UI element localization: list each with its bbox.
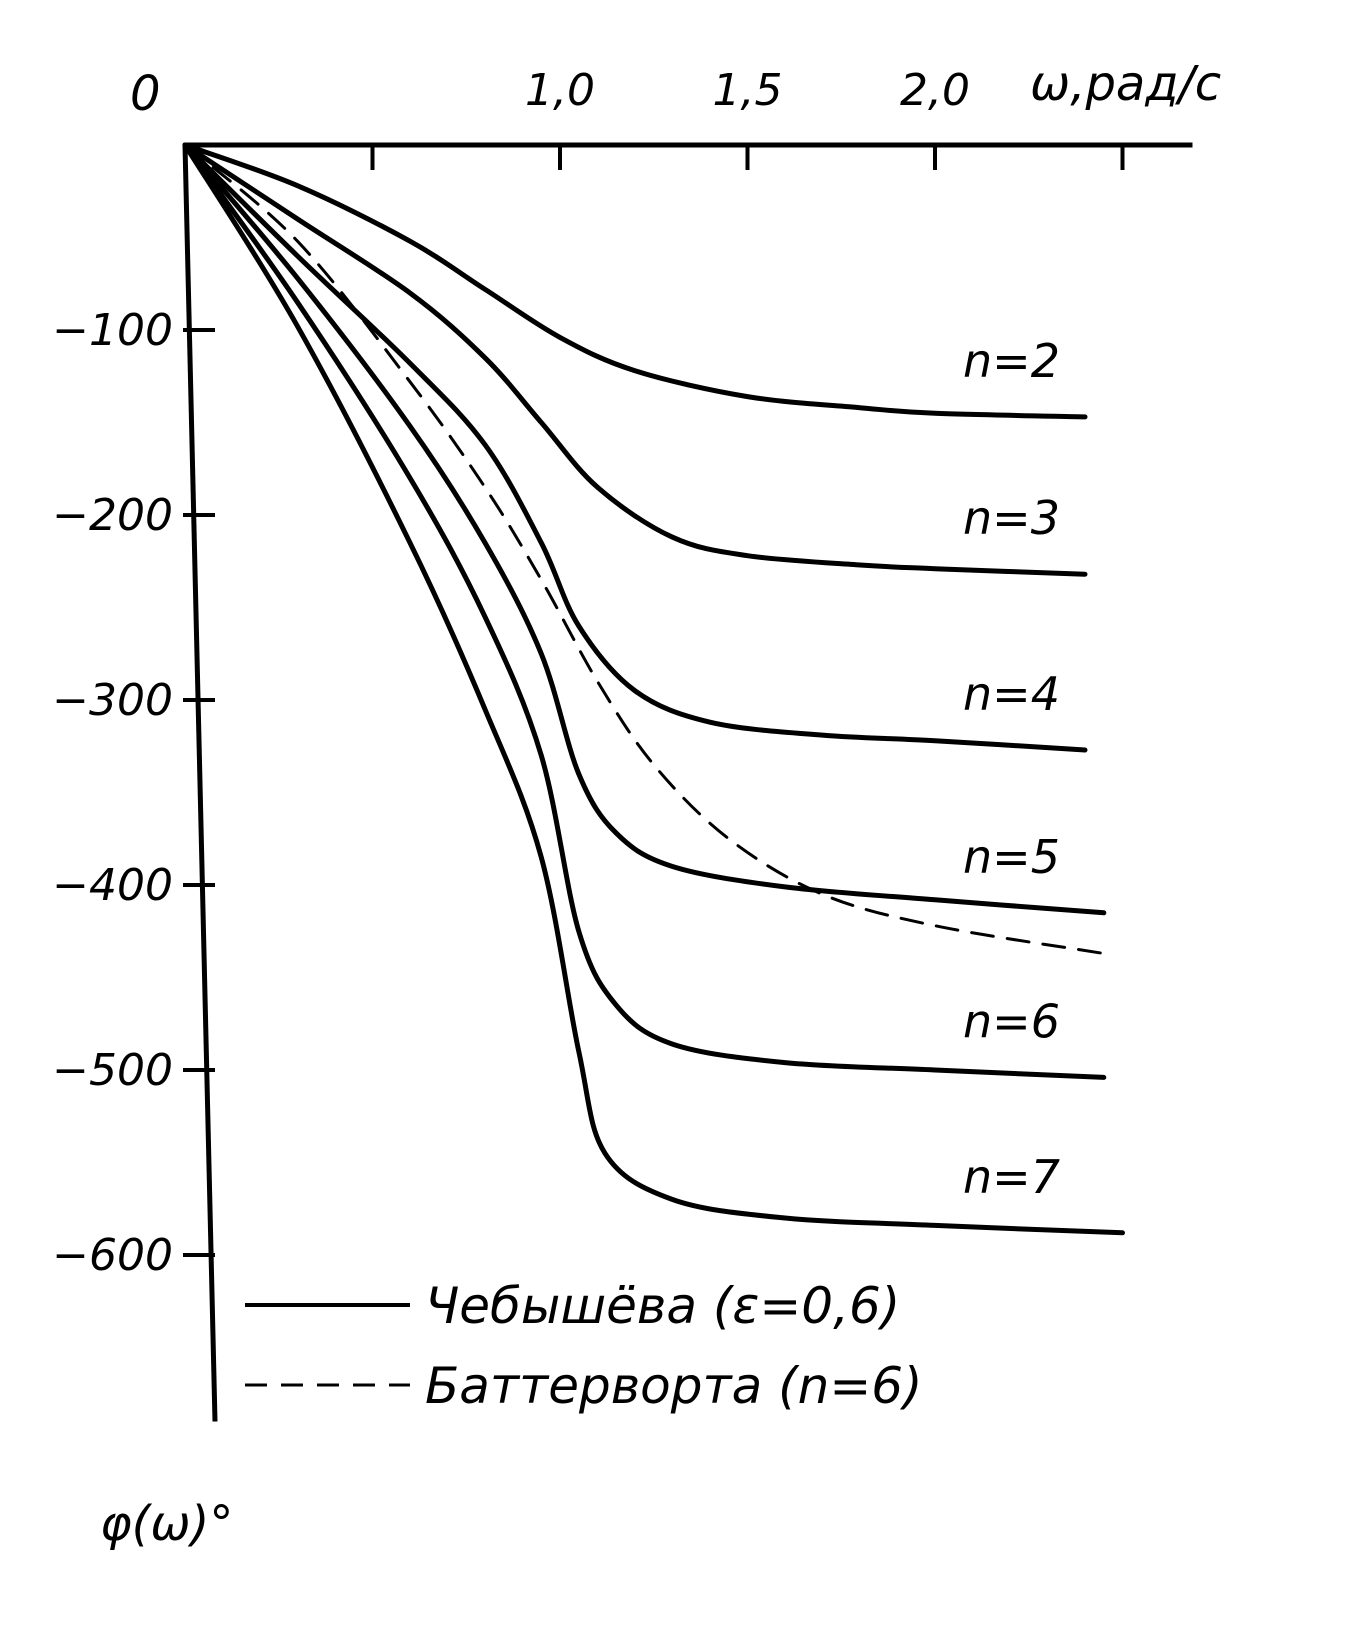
series-line-0 xyxy=(182,142,1088,420)
x-tick-label-1: 1,0 xyxy=(525,65,595,116)
x-tick-label-3: 2,0 xyxy=(900,65,970,116)
y-tick-label-5: −600 xyxy=(52,1230,173,1281)
series-line-4 xyxy=(182,142,1107,1080)
y-axis-line xyxy=(182,144,218,1422)
legend-label-0: Чебышёва (ε=0,6) xyxy=(425,1277,900,1335)
x-tick-label-2: 1,5 xyxy=(713,65,783,116)
series-line-5 xyxy=(182,142,1125,1236)
series-line-6 xyxy=(183,143,1106,955)
curve-labels: n=2 n=3 n=4 n=5 n=6 n=7 xyxy=(963,334,1060,1204)
y-tick-label-0: −100 xyxy=(52,305,173,356)
series-label-2: n=4 xyxy=(963,667,1060,721)
tick-labels: 1,0 1,5 2,0 −100 −200 −300 −400 −500 −600 xyxy=(52,65,970,1281)
series-label-1: n=3 xyxy=(963,491,1060,545)
series-label-5: n=7 xyxy=(963,1150,1060,1204)
x-axis-label: ω,рад/с xyxy=(1030,56,1221,112)
origin-label: 0 xyxy=(130,66,161,122)
legend-label-1: Баттерворта (n=6) xyxy=(425,1357,923,1415)
series-label-4: n=6 xyxy=(963,994,1060,1048)
y-axis-label: φ(ω)° xyxy=(100,1496,233,1552)
series-label-3: n=5 xyxy=(963,830,1060,884)
series-line-1 xyxy=(182,142,1088,577)
series-label-0: n=2 xyxy=(963,334,1060,388)
curves xyxy=(182,142,1125,1236)
legend: Чебышёва (ε=0,6) Баттерворта (n=6) xyxy=(245,1277,923,1415)
y-tick-label-3: −400 xyxy=(52,860,173,911)
axes xyxy=(182,142,1193,1422)
series-line-3 xyxy=(182,142,1107,916)
y-tick-label-4: −500 xyxy=(52,1045,173,1096)
y-tick-label-1: −200 xyxy=(52,490,173,541)
tick-marks xyxy=(183,145,1125,1257)
y-tick-label-2: −300 xyxy=(52,675,173,726)
